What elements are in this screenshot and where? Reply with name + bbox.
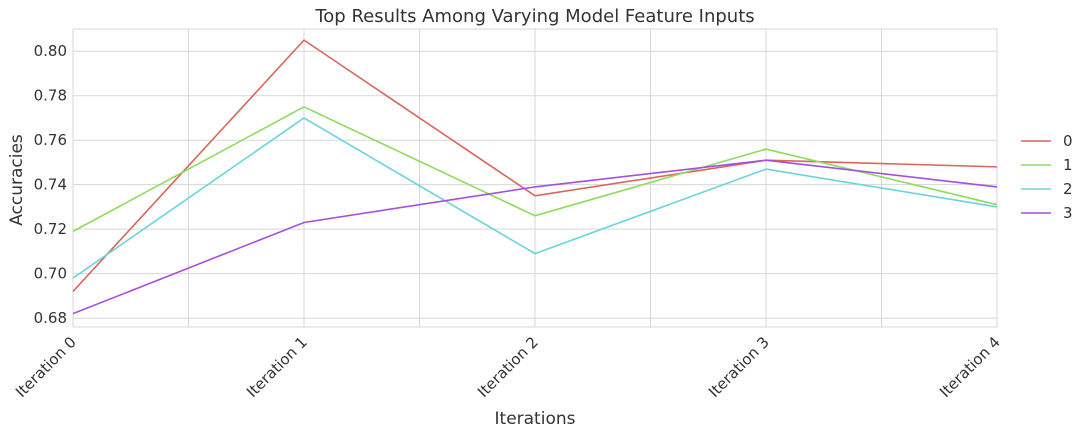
y-tick-label: 0.72 [34, 220, 67, 238]
x-axis-ticks: Iteration 0 Iteration 1 Iteration 2 Iterati… [12, 333, 1004, 401]
y-tick-label: 0.68 [34, 309, 67, 327]
series-line-2 [72, 117, 998, 279]
y-tick-label: 0.74 [34, 176, 67, 194]
y-tick-label: 0.76 [34, 131, 67, 149]
legend-label: 1 [1063, 156, 1073, 174]
x-tick-label: Iteration 0 [12, 333, 80, 401]
y-axis-label: Accuracies [7, 134, 27, 226]
series-lines [72, 39, 998, 315]
y-tick-label: 0.80 [34, 42, 67, 60]
chart-title: Top Results Among Varying Model Feature … [314, 6, 754, 27]
y-axis-ticks: 0.68 0.70 0.72 0.74 0.76 0.78 0.80 [34, 42, 67, 327]
grid [72, 28, 998, 328]
series-line-3 [72, 159, 998, 315]
x-tick-label: Iteration 3 [705, 333, 773, 401]
legend-label: 0 [1063, 132, 1073, 150]
y-tick-label: 0.70 [34, 265, 67, 283]
x-tick-label: Iteration 4 [936, 333, 1004, 401]
legend: 0 1 2 3 [1021, 132, 1073, 222]
x-tick-label: Iteration 1 [243, 333, 311, 401]
x-axis-label: Iterations [495, 409, 576, 429]
legend-label: 3 [1063, 204, 1073, 222]
x-tick-label: Iteration 2 [474, 333, 542, 401]
y-tick-label: 0.78 [34, 87, 67, 105]
legend-label: 2 [1063, 180, 1073, 198]
series-line-0 [72, 39, 998, 292]
series-line-1 [72, 105, 998, 233]
plot-frame [72, 28, 998, 328]
